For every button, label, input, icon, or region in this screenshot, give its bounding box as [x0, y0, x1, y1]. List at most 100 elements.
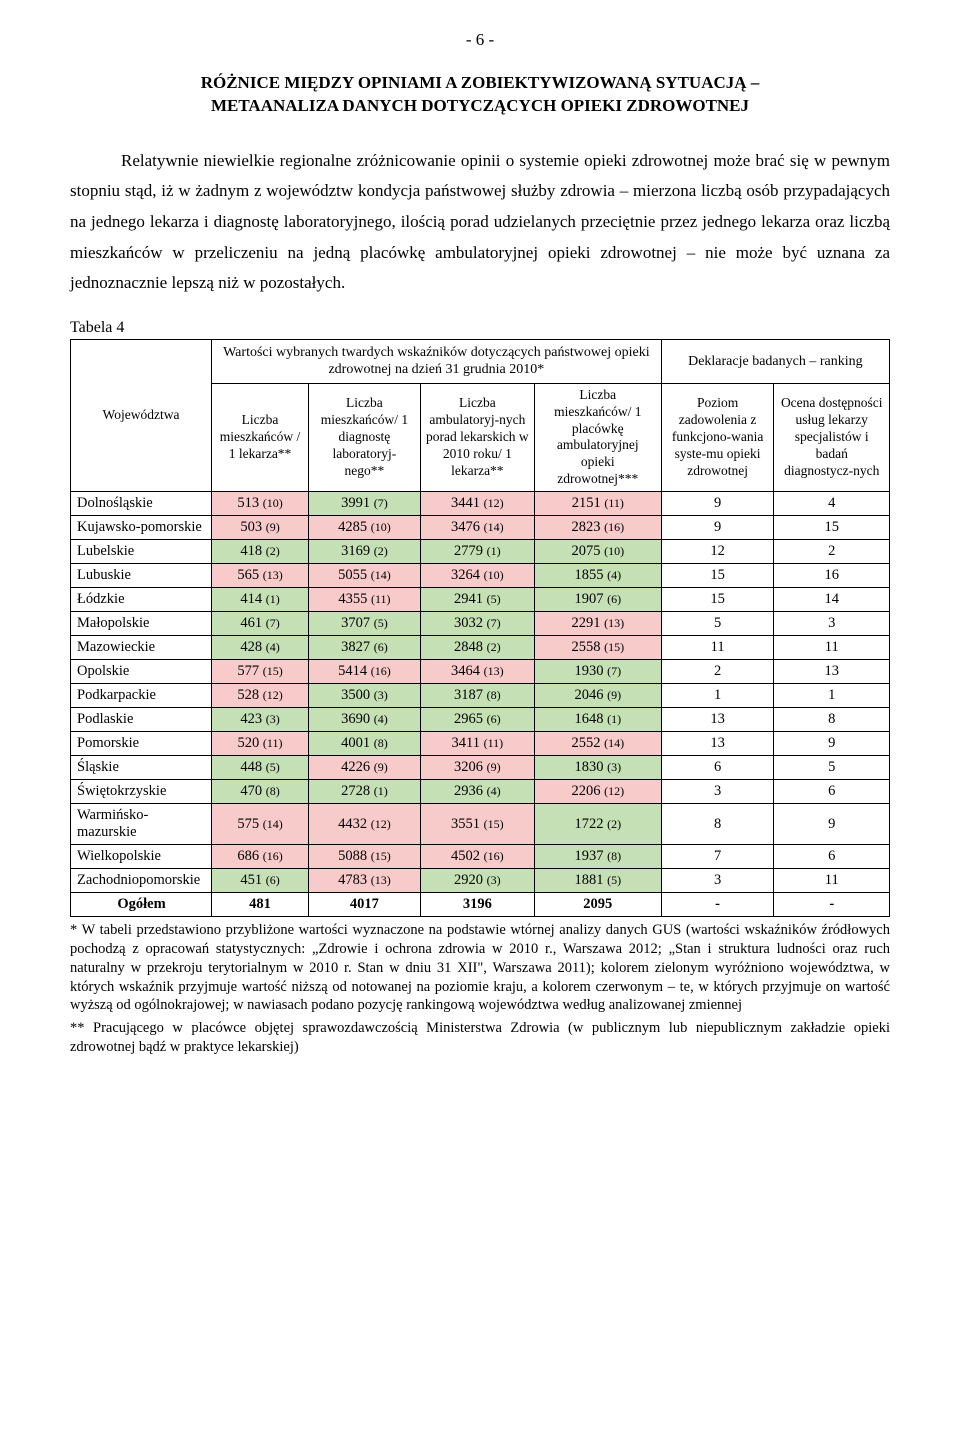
table-row: Małopolskie461 (7)3707 (5)3032 (7)2291 (…: [71, 612, 890, 636]
footnote-1: * W tabeli przedstawiono przybliżone war…: [70, 921, 890, 1015]
col-group-wskazniki: Wartości wybranych twardych wskaźników d…: [212, 339, 662, 383]
cell-value: 2075 (10): [534, 540, 661, 564]
cell-value: 15: [774, 516, 890, 540]
data-table: Województwa Wartości wybranych twardych …: [70, 339, 890, 917]
cell-value: 503 (9): [212, 516, 309, 540]
cell-value: 4001 (8): [309, 732, 421, 756]
cell-value: 3206 (9): [420, 756, 534, 780]
cell-value: 2: [661, 660, 774, 684]
cell-value: 461 (7): [212, 612, 309, 636]
total-value: -: [774, 893, 890, 917]
cell-value: 418 (2): [212, 540, 309, 564]
row-label: Lubuskie: [71, 564, 212, 588]
cell-value: 3690 (4): [309, 708, 421, 732]
cell-value: 5: [774, 756, 890, 780]
cell-value: 451 (6): [212, 869, 309, 893]
row-label: Wielkopolskie: [71, 845, 212, 869]
row-label: Pomorskie: [71, 732, 212, 756]
cell-value: 13: [774, 660, 890, 684]
cell-value: 1930 (7): [534, 660, 661, 684]
cell-value: 1: [661, 684, 774, 708]
row-label: Opolskie: [71, 660, 212, 684]
col-c4: Liczba mieszkańców/ 1 placówkę ambulator…: [534, 383, 661, 491]
cell-value: 4226 (9): [309, 756, 421, 780]
col-c6: Ocena dostępności usług lekarzy specjali…: [774, 383, 890, 491]
table-row: Kujawsko-pomorskie503 (9)4285 (10)3476 (…: [71, 516, 890, 540]
cell-value: 3991 (7): [309, 492, 421, 516]
cell-value: 2: [774, 540, 890, 564]
cell-value: 2558 (15): [534, 636, 661, 660]
row-label: Świętokrzyskie: [71, 780, 212, 804]
row-label: Małopolskie: [71, 612, 212, 636]
cell-value: 2291 (13): [534, 612, 661, 636]
table-row: Mazowieckie428 (4)3827 (6)2848 (2)2558 (…: [71, 636, 890, 660]
cell-value: 2046 (9): [534, 684, 661, 708]
body-paragraph: Relatywnie niewielkie regionalne zróżnic…: [70, 146, 890, 299]
cell-value: 3: [774, 612, 890, 636]
cell-value: 428 (4): [212, 636, 309, 660]
cell-value: 448 (5): [212, 756, 309, 780]
cell-value: 8: [774, 708, 890, 732]
cell-value: 2728 (1): [309, 780, 421, 804]
cell-value: 6: [774, 780, 890, 804]
cell-value: 1648 (1): [534, 708, 661, 732]
cell-value: 686 (16): [212, 845, 309, 869]
cell-value: 3476 (14): [420, 516, 534, 540]
cell-value: 423 (3): [212, 708, 309, 732]
cell-value: 15: [661, 588, 774, 612]
cell-value: 528 (12): [212, 684, 309, 708]
cell-value: 4355 (11): [309, 588, 421, 612]
cell-value: 3827 (6): [309, 636, 421, 660]
total-value: 2095: [534, 893, 661, 917]
cell-value: 4: [774, 492, 890, 516]
row-label: Zachodniopomorskie: [71, 869, 212, 893]
table-total-row: Ogółem481401731962095--: [71, 893, 890, 917]
cell-value: 9: [661, 492, 774, 516]
cell-value: 4783 (13): [309, 869, 421, 893]
cell-value: 6: [774, 845, 890, 869]
cell-value: 3032 (7): [420, 612, 534, 636]
cell-value: 470 (8): [212, 780, 309, 804]
cell-value: 3: [661, 780, 774, 804]
cell-value: 5055 (14): [309, 564, 421, 588]
cell-value: 9: [661, 516, 774, 540]
cell-value: 5414 (16): [309, 660, 421, 684]
cell-value: 414 (1): [212, 588, 309, 612]
cell-value: 5088 (15): [309, 845, 421, 869]
table-row: Świętokrzyskie470 (8)2728 (1)2936 (4)220…: [71, 780, 890, 804]
footnotes: * W tabeli przedstawiono przybliżone war…: [70, 921, 890, 1057]
page-number: - 6 -: [70, 30, 890, 50]
cell-value: 1855 (4): [534, 564, 661, 588]
row-label: Śląskie: [71, 756, 212, 780]
cell-value: 7: [661, 845, 774, 869]
cell-value: 1881 (5): [534, 869, 661, 893]
table-label: Tabela 4: [70, 319, 890, 337]
cell-value: 11: [774, 869, 890, 893]
cell-value: 15: [661, 564, 774, 588]
col-wojewodztwa: Województwa: [71, 339, 212, 491]
row-label: Dolnośląskie: [71, 492, 212, 516]
cell-value: 1722 (2): [534, 804, 661, 845]
footnote-2: ** Pracującego w placówce objętej sprawo…: [70, 1019, 890, 1057]
table-row: Podkarpackie528 (12)3500 (3)3187 (8)2046…: [71, 684, 890, 708]
col-c5: Poziom zadowolenia z funkcjono-wania sys…: [661, 383, 774, 491]
cell-value: 9: [774, 804, 890, 845]
cell-value: 4432 (12): [309, 804, 421, 845]
cell-value: 3464 (13): [420, 660, 534, 684]
row-label: Warmińsko-mazurskie: [71, 804, 212, 845]
cell-value: 11: [774, 636, 890, 660]
cell-value: 16: [774, 564, 890, 588]
cell-value: 513 (10): [212, 492, 309, 516]
row-label: Podlaskie: [71, 708, 212, 732]
cell-value: 5: [661, 612, 774, 636]
cell-value: 9: [774, 732, 890, 756]
cell-value: 1: [774, 684, 890, 708]
cell-value: 2552 (14): [534, 732, 661, 756]
heading-l2: METAANALIZA DANYCH DOTYCZĄCYCH OPIEKI ZD…: [211, 96, 749, 115]
total-value: -: [661, 893, 774, 917]
cell-value: 2920 (3): [420, 869, 534, 893]
cell-value: 3411 (11): [420, 732, 534, 756]
heading: RÓŻNICE MIĘDZY OPINIAMI A ZOBIEKTYWIZOWA…: [70, 72, 890, 118]
row-label: Mazowieckie: [71, 636, 212, 660]
cell-value: 3: [661, 869, 774, 893]
